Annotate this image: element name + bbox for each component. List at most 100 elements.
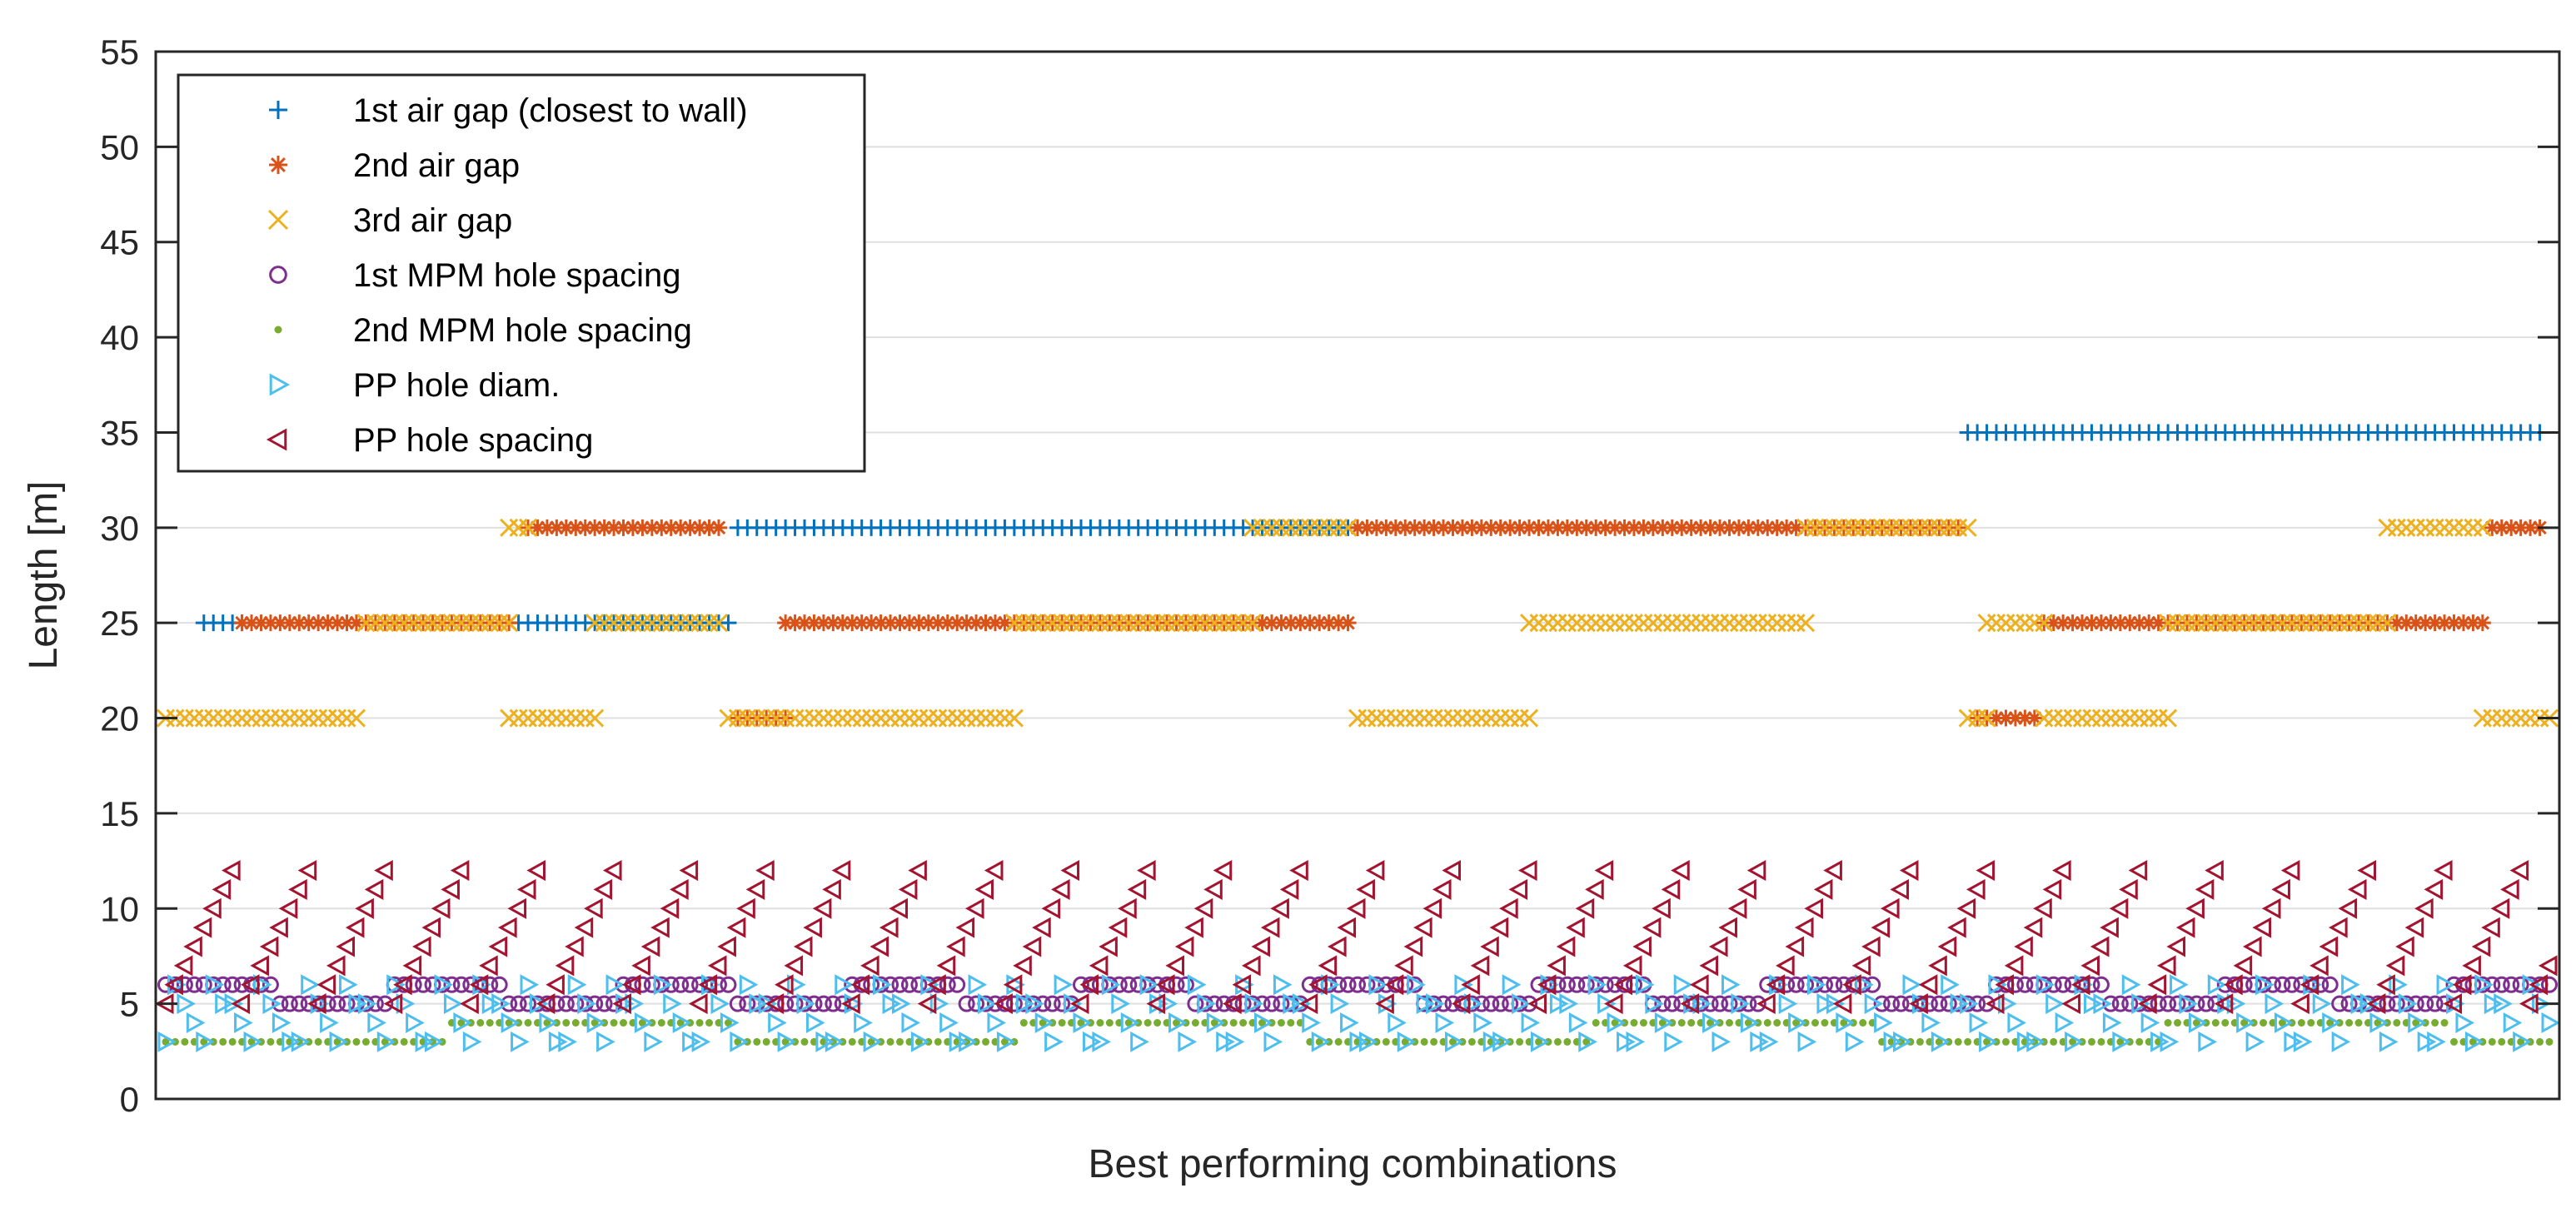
data-point [1384, 974, 1404, 996]
data-point [978, 993, 997, 1015]
data-point [2341, 974, 2360, 996]
data-point [739, 974, 759, 996]
data-point [2265, 976, 2282, 993]
data-point [1206, 1012, 1226, 1034]
data-point [507, 897, 527, 919]
data-point [939, 976, 956, 993]
data-point [441, 878, 460, 900]
data-point [1099, 936, 1118, 957]
data-point [200, 1037, 208, 1046]
y-tick-label: 35 [100, 413, 139, 452]
data-point [2195, 878, 2215, 900]
data-point [917, 993, 937, 1015]
data-point [2064, 976, 2081, 993]
data-point [347, 614, 365, 632]
data-point [434, 974, 454, 996]
data-point [243, 614, 261, 632]
data-point [1699, 955, 1719, 977]
data-point [1727, 897, 1747, 919]
data-point [2188, 995, 2205, 1012]
data-point [1073, 976, 1090, 993]
data-point [914, 1037, 923, 1046]
data-point [2454, 614, 2472, 632]
data-point [1073, 1012, 1093, 1034]
data-point [1756, 993, 1776, 1015]
data-point [1931, 1031, 1951, 1052]
data-point [1797, 1031, 1817, 1052]
data-point [2080, 955, 2100, 977]
data-point [1626, 1031, 1646, 1052]
data-point [164, 974, 183, 996]
data-point [1692, 519, 1710, 536]
data-point [1139, 974, 1159, 996]
data-point [1826, 976, 1843, 993]
data-point [1807, 974, 1826, 996]
data-point [2331, 1031, 2351, 1052]
data-point [781, 1037, 790, 1046]
data-point [2240, 1019, 2249, 1027]
data-point [758, 993, 778, 1015]
legend: 1st air gap (closest to wall) 2nd air gap… [177, 73, 866, 473]
data-point [1388, 1012, 1407, 1034]
data-point [316, 974, 336, 996]
data-point [2164, 1019, 2172, 1027]
data-point [1568, 519, 1586, 536]
data-point [2414, 897, 2434, 919]
data-point [1568, 1012, 1588, 1034]
data-point [2474, 974, 2494, 996]
data-point [1406, 519, 1423, 536]
data-point [1298, 993, 1318, 1015]
data-point [1622, 955, 1642, 977]
data-point [1032, 917, 1051, 938]
legend-label: 1st air gap (closest to wall) [353, 92, 748, 129]
data-point [291, 995, 308, 1012]
data-point [1940, 995, 1957, 1012]
data-point [219, 1037, 227, 1046]
data-point [1375, 993, 1394, 1015]
data-point [1864, 976, 1881, 993]
data-point [593, 878, 613, 900]
data-point [825, 1031, 845, 1052]
data-point [1330, 614, 1348, 632]
data-point [2102, 614, 2120, 632]
data-point [1144, 1019, 1152, 1027]
data-point [1607, 1012, 1627, 1034]
data-point [1702, 1012, 1721, 1034]
data-point [1549, 976, 1567, 993]
data-point [1407, 974, 1426, 996]
data-point [1997, 709, 2015, 727]
data-point [300, 614, 317, 632]
data-point [586, 995, 604, 1012]
data-point [2490, 897, 2510, 919]
data-point [1721, 519, 1738, 536]
data-point [2069, 1037, 2077, 1046]
data-point [1613, 974, 1633, 996]
data-point [1174, 936, 1194, 957]
data-point [431, 897, 451, 919]
data-point [1707, 1019, 1715, 1027]
data-point [815, 614, 832, 632]
data-point [736, 897, 755, 919]
data-point [1397, 976, 1414, 993]
data-point [1813, 878, 1833, 900]
data-point [949, 976, 966, 993]
data-point [2045, 976, 2062, 993]
data-point [1258, 1019, 1267, 1027]
data-point [2484, 976, 2501, 993]
data-point [1937, 936, 1957, 957]
data-point [929, 614, 947, 632]
data-point [1432, 878, 1452, 900]
data-point [1153, 1019, 1162, 1027]
legend-marker [269, 101, 287, 119]
data-point [1251, 936, 1271, 957]
data-point [2274, 976, 2291, 993]
data-point [2493, 519, 2510, 536]
data-point [1146, 993, 1166, 1015]
data-point [2436, 614, 2454, 632]
data-point [2052, 859, 2071, 882]
data-point [1426, 993, 1445, 1015]
data-point [1566, 917, 1585, 938]
data-point [1575, 897, 1595, 919]
data-point [901, 1012, 921, 1034]
data-point [2426, 995, 2444, 1012]
